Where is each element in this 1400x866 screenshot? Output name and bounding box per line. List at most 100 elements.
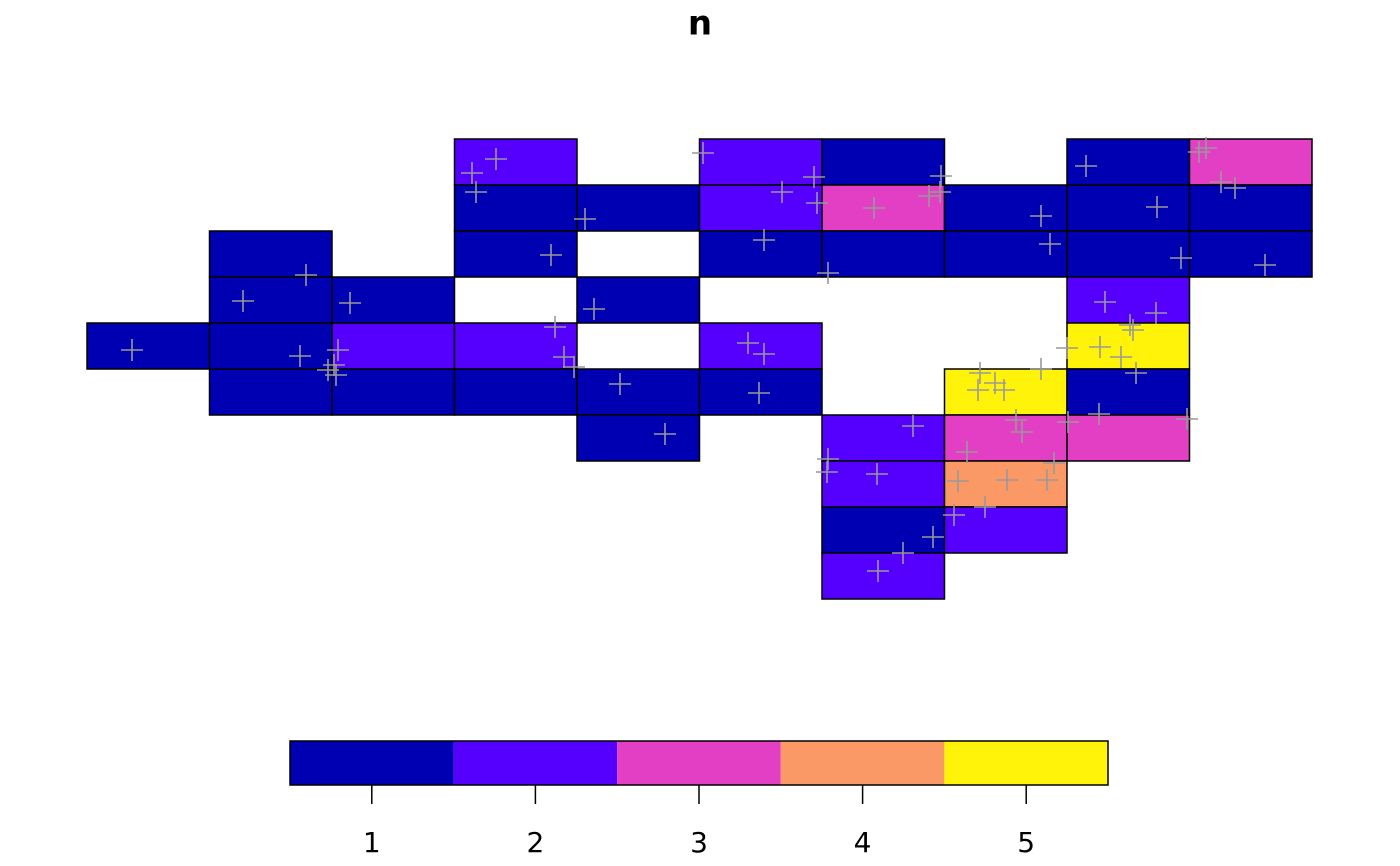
- cell: [821, 138, 946, 186]
- legend-swatch: [617, 741, 781, 785]
- point: [1039, 233, 1061, 255]
- point: [1011, 421, 1033, 443]
- cell: [331, 322, 456, 370]
- point: [1110, 346, 1132, 368]
- cell: [821, 552, 946, 600]
- point: [1030, 205, 1052, 227]
- cell: [1066, 230, 1191, 278]
- point: [817, 262, 839, 284]
- point: [232, 290, 254, 312]
- cell: [1188, 138, 1313, 186]
- cell: [821, 414, 946, 462]
- cell: [208, 276, 333, 324]
- cell: [821, 230, 946, 278]
- point: [866, 463, 888, 485]
- cell: [1188, 230, 1313, 278]
- cell: [698, 230, 823, 278]
- cell: [698, 184, 823, 232]
- chart-title: n: [688, 4, 712, 44]
- cell: [576, 414, 701, 462]
- legend-tick-label: 1: [363, 826, 381, 859]
- point: [1176, 408, 1198, 430]
- point: [1122, 319, 1144, 341]
- cell: [576, 184, 701, 232]
- point: [863, 197, 885, 219]
- point: [1088, 403, 1110, 425]
- point: [1145, 302, 1167, 324]
- point: [1210, 171, 1232, 193]
- point: [943, 504, 965, 526]
- point: [563, 356, 585, 378]
- cell: [943, 184, 1068, 232]
- point: [1254, 254, 1276, 276]
- point: [984, 372, 1006, 394]
- point: [867, 560, 889, 582]
- point: [325, 364, 347, 386]
- point: [1170, 247, 1192, 269]
- legend-swatch: [944, 741, 1108, 785]
- point: [289, 345, 311, 367]
- point: [929, 181, 951, 203]
- cell: [698, 138, 823, 186]
- point: [1146, 196, 1168, 218]
- cell: [453, 322, 578, 370]
- point: [1125, 362, 1147, 384]
- point: [967, 379, 989, 401]
- point: [1043, 452, 1065, 474]
- point: [327, 339, 349, 361]
- point: [817, 448, 839, 470]
- point: [1089, 336, 1111, 358]
- legend-swatch: [290, 741, 454, 785]
- point: [803, 166, 825, 188]
- legend-tick-label: 3: [690, 826, 708, 859]
- point: [465, 181, 487, 203]
- cell: [453, 368, 578, 416]
- point: [1030, 358, 1052, 380]
- cell: [943, 506, 1068, 554]
- legend-tick-label: 4: [854, 826, 872, 859]
- cell: [698, 368, 823, 416]
- point: [974, 496, 996, 518]
- point: [1005, 409, 1027, 431]
- point: [654, 423, 676, 445]
- cell: [1066, 368, 1191, 416]
- point: [753, 229, 775, 251]
- point: [969, 362, 991, 384]
- point: [1036, 469, 1058, 491]
- cell: [1066, 276, 1191, 324]
- point: [339, 292, 361, 314]
- point: [771, 181, 793, 203]
- point: [1057, 411, 1079, 433]
- cell: [208, 322, 333, 370]
- point: [922, 526, 944, 548]
- cell: [821, 460, 946, 508]
- point: [902, 415, 924, 437]
- cell: [1066, 138, 1191, 186]
- point: [295, 264, 317, 286]
- point: [737, 332, 759, 354]
- point: [816, 461, 838, 483]
- cell: [208, 230, 333, 278]
- cell: [86, 322, 211, 370]
- cell: [453, 138, 578, 186]
- point: [1094, 291, 1116, 313]
- point: [1195, 137, 1217, 159]
- point: [553, 346, 575, 368]
- point: [1119, 314, 1141, 336]
- cell: [698, 322, 823, 370]
- cell: [821, 506, 946, 554]
- cell: [943, 460, 1068, 508]
- cell: [208, 368, 333, 416]
- point: [892, 542, 914, 564]
- point: [806, 192, 828, 214]
- legend-tick-label: 5: [1017, 826, 1035, 859]
- cell: [1188, 184, 1313, 232]
- point: [692, 142, 714, 164]
- cell: [943, 368, 1068, 416]
- point: [121, 339, 143, 361]
- cell: [1066, 184, 1191, 232]
- cell: [1066, 414, 1191, 462]
- point: [748, 382, 770, 404]
- cell: [453, 230, 578, 278]
